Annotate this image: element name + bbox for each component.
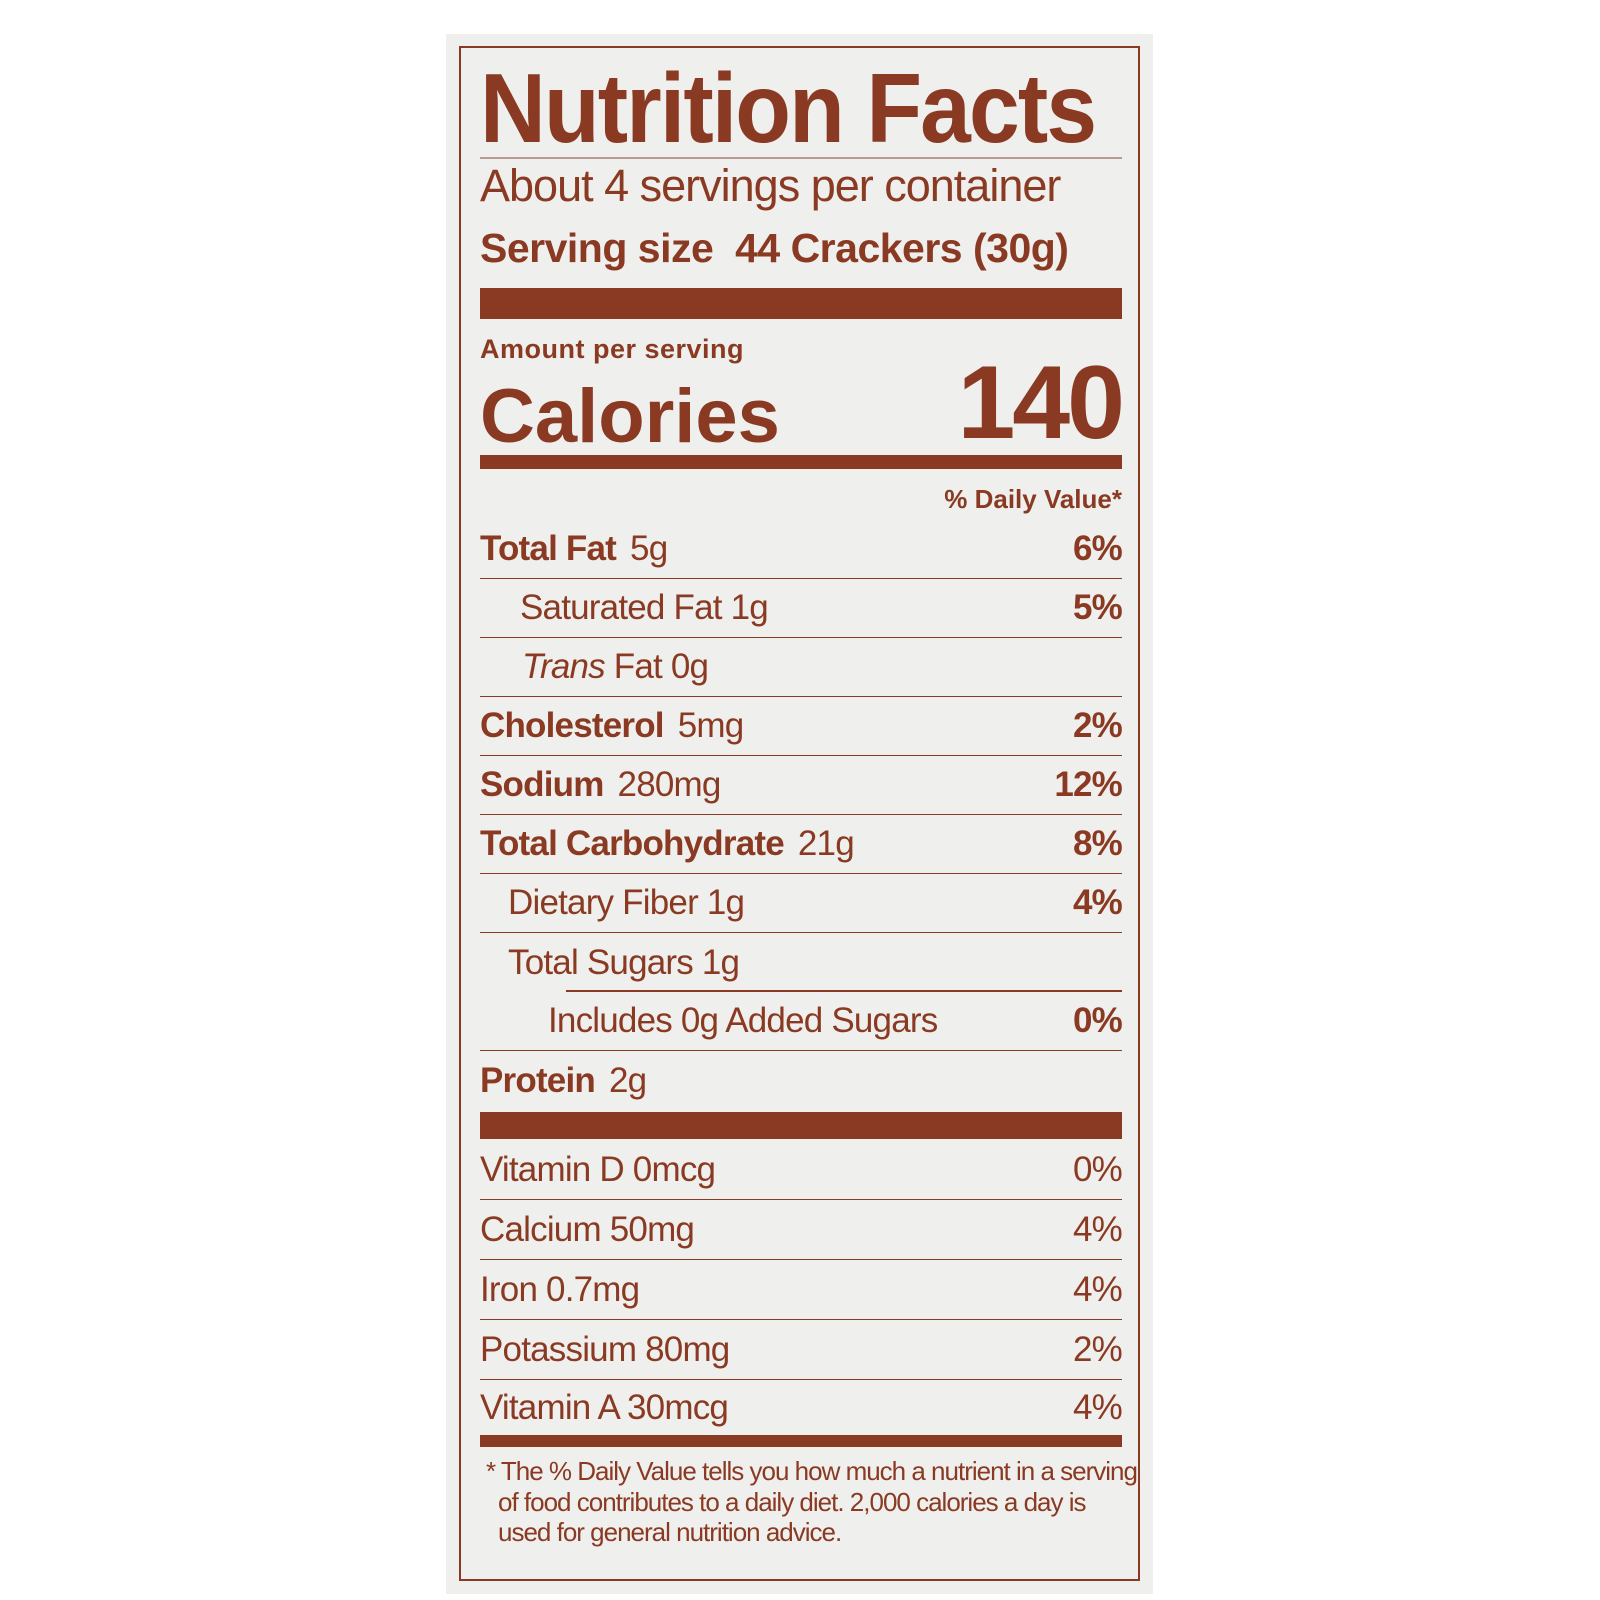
nutrient-amount: 2g bbox=[608, 1060, 647, 1100]
nutrient-row-dietary-fiber: Dietary Fiber 1g 4% bbox=[480, 874, 1123, 933]
nutrient-row-trans-fat: Trans Fat 0g bbox=[480, 638, 1122, 697]
vitamin-row: Vitamin D 0mcg 0% bbox=[480, 1141, 1123, 1200]
nutrient-amount: 5mg bbox=[677, 706, 744, 745]
nutrient-dv: 8% bbox=[1073, 824, 1123, 863]
serving-size-value: 44 Crackers (30g) bbox=[735, 225, 1069, 271]
nutrient-name: Dietary Fiber 1g bbox=[508, 883, 745, 922]
nutrient-row-saturated-fat: Saturated Fat 1g 5% bbox=[480, 579, 1123, 638]
nutrient-row-total-fat: Total Fat 5g 6% bbox=[480, 520, 1123, 579]
serving-size: Serving size 44 Crackers (30g) bbox=[480, 225, 1122, 272]
amount-per-serving: Amount per serving bbox=[480, 334, 745, 364]
thick-bar bbox=[480, 1112, 1122, 1139]
footnote: * The % Daily Value tells you how much a… bbox=[486, 1456, 1138, 1547]
daily-value-header: % Daily Value* bbox=[944, 484, 1122, 514]
medium-bar bbox=[480, 1435, 1122, 1447]
calories-row: Calories 140 bbox=[480, 351, 1125, 459]
vitamin-row: Calcium 50mg 4% bbox=[480, 1201, 1123, 1260]
calories-value: 140 bbox=[957, 345, 1125, 461]
nutrient-amount: 21g bbox=[797, 824, 855, 863]
nutrient-amount: 280mg bbox=[617, 765, 722, 804]
nutrient-row-total-carbohydrate: Total Carbohydrate 21g 8% bbox=[480, 815, 1123, 874]
nutrient-dv: 12% bbox=[1054, 765, 1122, 804]
calories-label: Calories bbox=[480, 374, 780, 459]
thick-bar bbox=[480, 288, 1122, 319]
nutrient-row-cholesterol: Cholesterol 5mg 2% bbox=[480, 697, 1123, 756]
vitamin-name: Calcium 50mg bbox=[480, 1210, 695, 1249]
nutrient-name: Sodium bbox=[480, 765, 604, 804]
nutrient-dv: 4% bbox=[1073, 883, 1123, 922]
nutrient-row-total-sugars: Total Sugars 1g bbox=[480, 933, 1122, 992]
vitamin-row: Vitamin A 30mcg 4% bbox=[480, 1381, 1123, 1435]
nutrient-row-added-sugars: Includes 0g Added Sugars 0% bbox=[480, 992, 1123, 1051]
nutrient-name-italic: Trans bbox=[522, 647, 606, 686]
nutrient-name: Protein bbox=[480, 1060, 596, 1100]
divider bbox=[566, 990, 1122, 992]
nutrient-row-sodium: Sodium 280mg 12% bbox=[480, 756, 1123, 815]
nutrient-dv: 0% bbox=[1073, 1001, 1123, 1040]
servings-per-container: About 4 servings per container bbox=[480, 160, 1061, 211]
nutrient-row-protein: Protein 2g bbox=[480, 1051, 1122, 1110]
serving-size-label: Serving size bbox=[480, 225, 714, 271]
nutrient-name: Saturated Fat 1g bbox=[520, 588, 769, 627]
nutrient-name: Total Sugars 1g bbox=[508, 942, 740, 982]
vitamin-name: Potassium 80mg bbox=[480, 1330, 730, 1369]
vitamin-dv: 0% bbox=[1073, 1150, 1123, 1189]
vitamin-name: Vitamin A 30mcg bbox=[480, 1388, 729, 1427]
label-border bbox=[459, 46, 1140, 1581]
nutrient-dv: 2% bbox=[1073, 706, 1123, 745]
nutrient-name: Includes 0g Added Sugars bbox=[548, 1001, 938, 1040]
vitamin-name: Vitamin D 0mcg bbox=[480, 1150, 716, 1189]
nutrient-name: Total Fat bbox=[480, 529, 617, 568]
medium-bar bbox=[480, 455, 1122, 469]
nutrient-name: Cholesterol bbox=[480, 706, 665, 745]
nutrient-dv: 5% bbox=[1073, 588, 1123, 627]
vitamin-row: Potassium 80mg 2% bbox=[480, 1321, 1123, 1380]
vitamin-dv: 4% bbox=[1073, 1388, 1123, 1427]
vitamin-dv: 4% bbox=[1073, 1210, 1123, 1249]
nutrient-name: Fat 0g bbox=[604, 647, 709, 686]
label-title: Nutrition Facts bbox=[480, 53, 1097, 163]
nutrient-amount: 5g bbox=[630, 529, 668, 568]
divider bbox=[480, 157, 1122, 159]
nutrient-name: Total Carbohydrate bbox=[480, 824, 785, 863]
nutrient-dv: 6% bbox=[1073, 529, 1123, 568]
vitamin-dv: 4% bbox=[1073, 1270, 1123, 1309]
vitamin-row: Iron 0.7mg 4% bbox=[480, 1261, 1123, 1320]
vitamin-name: Iron 0.7mg bbox=[480, 1270, 640, 1309]
vitamin-dv: 2% bbox=[1073, 1330, 1123, 1369]
